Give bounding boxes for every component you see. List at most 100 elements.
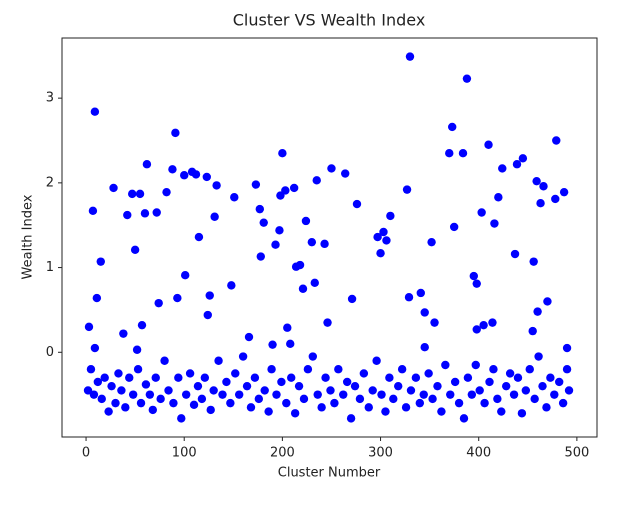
point bbox=[533, 307, 542, 316]
point bbox=[518, 154, 528, 163]
point bbox=[326, 386, 335, 395]
point bbox=[458, 149, 468, 158]
point bbox=[114, 369, 123, 378]
point bbox=[123, 210, 132, 220]
y-tick-label: 0 bbox=[46, 345, 54, 360]
point bbox=[203, 310, 212, 320]
point bbox=[100, 373, 109, 382]
point bbox=[287, 373, 296, 382]
point bbox=[521, 386, 531, 395]
point bbox=[92, 293, 102, 303]
point bbox=[546, 373, 555, 382]
point bbox=[127, 189, 137, 199]
point bbox=[202, 172, 211, 182]
point bbox=[320, 239, 329, 249]
point bbox=[154, 298, 163, 308]
x-tick-label: 500 bbox=[564, 446, 589, 461]
point bbox=[513, 373, 523, 382]
point bbox=[341, 169, 350, 178]
point bbox=[379, 227, 388, 237]
point bbox=[271, 240, 280, 249]
x-tick-label: 300 bbox=[368, 446, 393, 461]
point bbox=[477, 208, 486, 217]
point bbox=[214, 356, 223, 365]
point bbox=[493, 394, 502, 404]
point bbox=[141, 380, 151, 389]
point bbox=[256, 252, 265, 261]
point bbox=[191, 170, 201, 179]
point bbox=[350, 381, 360, 391]
point bbox=[368, 386, 377, 395]
point bbox=[394, 381, 403, 391]
point bbox=[107, 381, 116, 391]
point bbox=[346, 414, 356, 423]
point bbox=[290, 409, 300, 418]
point bbox=[295, 260, 305, 270]
point bbox=[227, 281, 236, 290]
point bbox=[505, 369, 515, 378]
point bbox=[210, 212, 219, 221]
point bbox=[255, 204, 265, 214]
point bbox=[449, 222, 459, 232]
point bbox=[312, 176, 321, 185]
point bbox=[283, 323, 292, 332]
point bbox=[411, 373, 421, 382]
point bbox=[125, 373, 134, 382]
point bbox=[445, 149, 454, 158]
point bbox=[330, 398, 339, 408]
point bbox=[136, 398, 146, 408]
point bbox=[469, 271, 479, 281]
point bbox=[104, 407, 113, 416]
point bbox=[140, 209, 150, 218]
point bbox=[97, 394, 106, 404]
point bbox=[539, 182, 548, 191]
point bbox=[529, 257, 538, 266]
point bbox=[310, 278, 319, 288]
point bbox=[83, 386, 93, 395]
point bbox=[180, 171, 189, 180]
point bbox=[250, 373, 260, 382]
point bbox=[128, 390, 138, 399]
point bbox=[278, 149, 287, 158]
point bbox=[450, 377, 460, 387]
point bbox=[463, 373, 473, 382]
point bbox=[479, 320, 488, 330]
point bbox=[485, 377, 494, 387]
point bbox=[428, 394, 437, 404]
point bbox=[162, 187, 171, 197]
point bbox=[462, 74, 472, 83]
point bbox=[538, 381, 547, 391]
point bbox=[308, 352, 318, 361]
point bbox=[121, 403, 130, 412]
point bbox=[173, 293, 182, 303]
point bbox=[364, 403, 373, 412]
point bbox=[254, 394, 264, 404]
point bbox=[164, 386, 173, 395]
point bbox=[437, 407, 446, 416]
point bbox=[372, 356, 381, 365]
point bbox=[212, 181, 221, 190]
point bbox=[498, 164, 507, 173]
chart-title: Cluster VS Wealth Index bbox=[233, 11, 426, 30]
point bbox=[298, 284, 308, 293]
point bbox=[197, 394, 207, 404]
point bbox=[373, 232, 382, 242]
point bbox=[242, 381, 252, 391]
point bbox=[321, 373, 330, 382]
point bbox=[532, 176, 541, 186]
point bbox=[420, 343, 429, 352]
point bbox=[206, 405, 215, 415]
point bbox=[355, 394, 365, 404]
point bbox=[352, 199, 362, 209]
point bbox=[497, 407, 506, 416]
point bbox=[180, 270, 190, 280]
point bbox=[111, 398, 120, 408]
point bbox=[218, 390, 227, 399]
point bbox=[259, 218, 268, 227]
point bbox=[174, 373, 183, 382]
point bbox=[472, 325, 481, 334]
point bbox=[231, 369, 240, 378]
point bbox=[543, 297, 552, 306]
